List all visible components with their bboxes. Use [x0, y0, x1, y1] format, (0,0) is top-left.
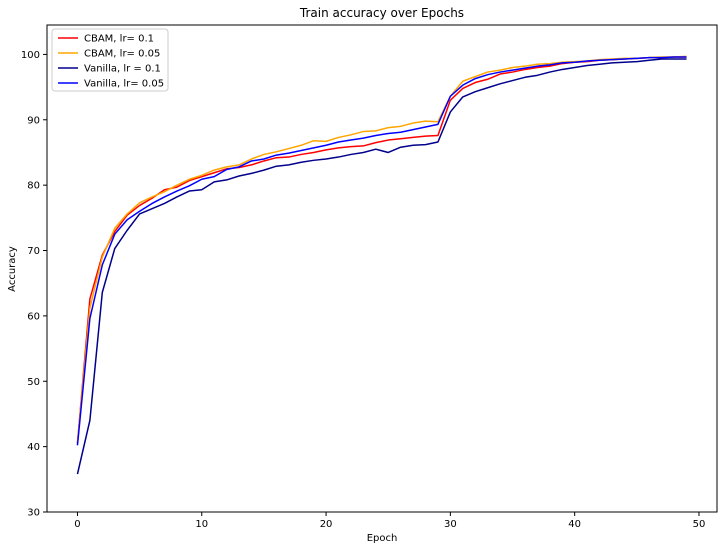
y-tick-label: 50: [27, 377, 40, 388]
plot-area: 0 10 20 30 40 50 30 40 50 60 70 80 90 100: [21, 24, 718, 530]
x-tick-label: 20: [320, 519, 333, 530]
x-tick-label: 10: [195, 519, 208, 530]
legend-label-2: Vanilla, lr = 0.1: [84, 64, 161, 75]
x-tick-label: 40: [568, 519, 581, 530]
plot-frame: [46, 24, 718, 513]
y-tick-label: 60: [27, 311, 40, 322]
y-tick-label: 30: [27, 508, 40, 519]
y-tick-label: 100: [21, 50, 40, 61]
legend-label-3: Vanilla, lr= 0.05: [84, 79, 164, 90]
y-tick-label: 70: [27, 246, 40, 257]
series-line-3: [76, 56, 687, 446]
x-tick-label: 50: [693, 519, 706, 530]
legend: CBAM, lr= 0.1 CBAM, lr= 0.05 Vanilla, lr =…: [51, 28, 169, 92]
series-line-2: [76, 58, 687, 475]
y-axis-label: Accuracy: [7, 246, 18, 292]
chart-title: Train accuracy over Epochs: [299, 6, 464, 20]
y-tick-label: 80: [27, 181, 40, 192]
x-tick-label: 30: [444, 519, 457, 530]
y-tick-label: 90: [27, 115, 40, 126]
x-tick-label: 0: [74, 519, 80, 530]
x-axis-label: Epoch: [367, 533, 398, 544]
legend-box: [51, 28, 169, 92]
y-tick-label: 40: [27, 442, 40, 453]
legend-label-0: CBAM, lr= 0.1: [84, 34, 154, 45]
legend-label-1: CBAM, lr= 0.05: [84, 49, 160, 60]
